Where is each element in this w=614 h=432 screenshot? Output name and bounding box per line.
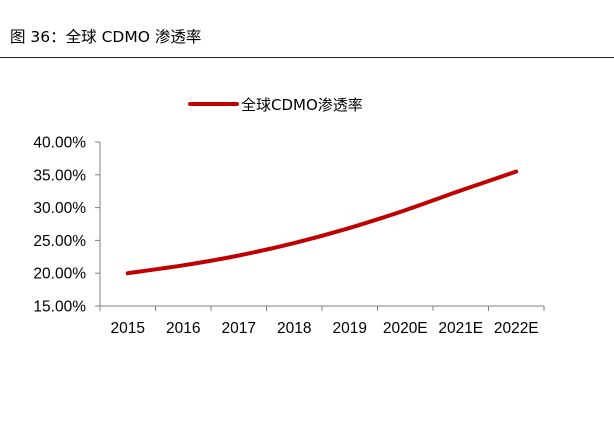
data-point bbox=[348, 226, 352, 230]
y-axis: 15.00% 20.00% 25.00% 30.00% 35.00% 40.00% bbox=[33, 135, 101, 316]
y-tick-label: 35.00% bbox=[33, 167, 86, 184]
y-tick-label: 20.00% bbox=[33, 266, 86, 283]
legend: 全球CDMO渗透率 bbox=[188, 96, 363, 114]
series-line bbox=[125, 169, 519, 276]
x-tick-label: 2020E bbox=[383, 320, 428, 337]
legend-label: 全球CDMO渗透率 bbox=[241, 96, 363, 114]
data-point bbox=[126, 271, 130, 275]
x-tick-label: 2021E bbox=[438, 320, 483, 337]
x-tick-label: 2015 bbox=[111, 320, 145, 337]
y-tick-label: 30.00% bbox=[33, 200, 86, 217]
data-point bbox=[237, 253, 241, 257]
x-tick-label: 2019 bbox=[333, 320, 367, 337]
series-layer bbox=[125, 169, 519, 276]
data-point bbox=[514, 170, 518, 174]
caption-divider bbox=[0, 57, 614, 58]
data-point bbox=[181, 263, 185, 267]
y-tick-label: 40.00% bbox=[33, 135, 86, 152]
figure-caption: 图 36：全球 CDMO 渗透率 bbox=[10, 28, 202, 46]
y-tick-label: 15.00% bbox=[33, 299, 86, 316]
x-tick-label: 2018 bbox=[277, 320, 311, 337]
x-axis: 2015 2016 2017 2018 2019 2020E 2021E 2022E bbox=[99, 305, 545, 337]
data-point bbox=[292, 241, 296, 245]
x-tick-label: 2022E bbox=[494, 320, 539, 337]
x-tick-label: 2017 bbox=[222, 320, 256, 337]
x-tick-label: 2016 bbox=[166, 320, 200, 337]
data-point bbox=[459, 189, 463, 193]
data-point bbox=[403, 208, 407, 212]
y-tick-label: 25.00% bbox=[33, 233, 86, 250]
